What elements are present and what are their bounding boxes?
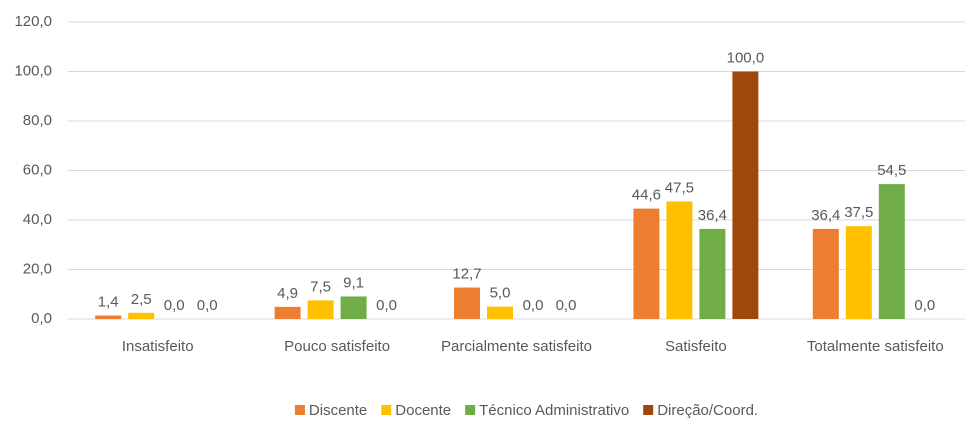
data-label: 5,0	[490, 285, 511, 302]
x-tick-label: Insatisfeito	[122, 338, 194, 355]
y-tick-label: 20,0	[23, 260, 52, 277]
bar	[307, 300, 334, 319]
legend-swatch	[381, 405, 392, 415]
data-label: 1,4	[98, 294, 119, 311]
bar	[812, 228, 839, 319]
data-label: 0,0	[556, 297, 577, 314]
data-label: 36,4	[698, 207, 727, 224]
legend-swatch	[294, 405, 305, 415]
bar	[633, 208, 660, 319]
data-label: 54,5	[877, 162, 906, 179]
data-label: 0,0	[376, 297, 397, 314]
bar	[666, 201, 693, 319]
legend-swatch	[465, 405, 476, 415]
data-label: 47,5	[665, 179, 694, 196]
bar	[845, 226, 872, 319]
bar	[274, 306, 301, 319]
data-label: 0,0	[197, 297, 218, 314]
legend-label: Técnico Administrativo	[479, 402, 629, 419]
bar	[732, 71, 759, 319]
data-label: 100,0	[727, 49, 765, 66]
data-label: 0,0	[914, 297, 935, 314]
legend-label: Direção/Coord.	[657, 402, 758, 419]
data-label: 44,6	[632, 187, 661, 204]
legend-swatch	[643, 405, 654, 415]
y-tick-label: 40,0	[23, 211, 52, 228]
x-tick-label: Totalmente satisfeito	[807, 338, 944, 355]
data-label: 4,9	[277, 285, 298, 302]
y-tick-label: 120,0	[14, 13, 52, 30]
x-tick-label: Pouco satisfeito	[284, 338, 390, 355]
data-label: 7,5	[310, 278, 331, 295]
legend-label: Docente	[395, 402, 451, 419]
bar	[340, 296, 367, 319]
y-tick-label: 80,0	[23, 112, 52, 129]
bar	[878, 184, 905, 319]
bar	[128, 312, 155, 319]
legend-label: Discente	[309, 402, 367, 419]
data-label: 36,4	[811, 207, 840, 224]
data-label: 0,0	[164, 297, 185, 314]
data-label: 9,1	[343, 274, 364, 291]
y-tick-label: 100,0	[14, 62, 52, 79]
data-label: 2,5	[131, 291, 152, 308]
bar	[487, 306, 513, 319]
y-tick-label: 60,0	[23, 161, 52, 178]
x-tick-label: Parcialmente satisfeito	[441, 338, 592, 355]
data-label: 12,7	[452, 266, 481, 283]
bar	[699, 228, 726, 319]
data-label: 37,5	[844, 204, 873, 221]
bar	[454, 287, 480, 319]
bar	[95, 315, 122, 319]
y-tick-label: 0,0	[31, 310, 52, 327]
x-tick-label: Satisfeito	[665, 338, 727, 355]
data-label: 0,0	[523, 297, 544, 314]
